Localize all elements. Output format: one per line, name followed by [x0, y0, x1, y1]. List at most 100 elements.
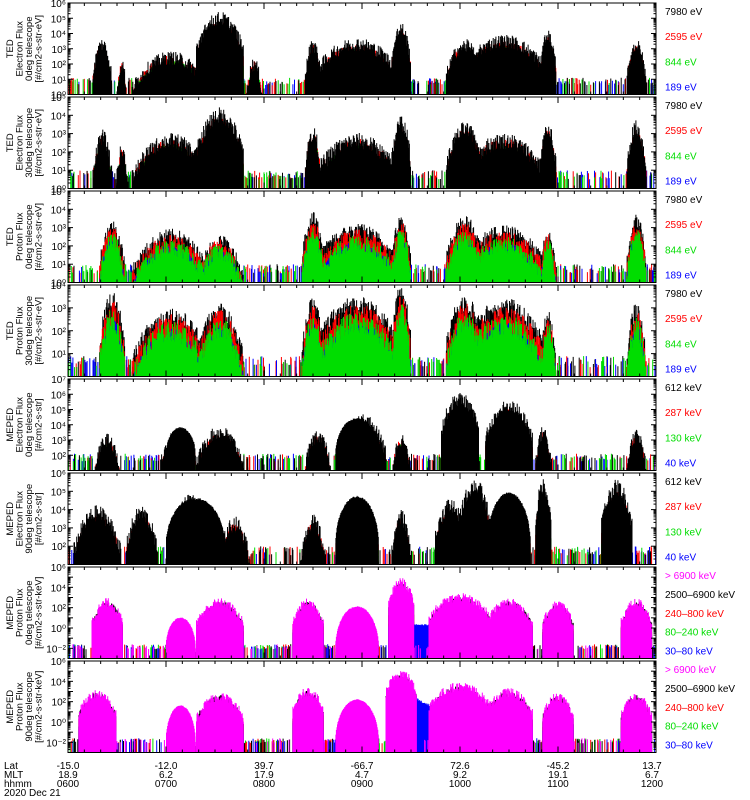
legend-entry: 30–80 keV — [665, 741, 713, 752]
y-axis-title-line: [#/cm2-s-str] — [34, 398, 45, 451]
legend-entry: 287 keV — [665, 408, 702, 419]
legend-entry: 240–800 keV — [665, 609, 724, 620]
footer-hhmm-value: 0700 — [155, 779, 178, 790]
y-axis-title-line: Proton Flux — [15, 212, 26, 261]
legend-entry: 844 eV — [665, 57, 697, 68]
legend-entry: > 6900 keV — [665, 571, 716, 582]
y-tick-label: 10⁴ — [51, 205, 66, 216]
y-tick-label: 10⁵ — [51, 187, 66, 198]
y-tick-label: 10⁷ — [51, 375, 66, 386]
footer-date-label: 2020 Dec 21 — [4, 788, 61, 799]
legend-entry: 612 keV — [665, 383, 702, 394]
y-tick-label: 10⁰ — [51, 624, 66, 635]
y-tick-label: 10⁶ — [51, 390, 66, 401]
legend-entry: 2595 eV — [665, 220, 703, 231]
footer-lat-value: -45.2 — [547, 761, 570, 772]
y-axis-title-line: [#/cm2-s-str-eV] — [34, 15, 45, 83]
y-tick-label: 10⁵ — [51, 406, 66, 417]
legend-entry: 240–800 keV — [665, 703, 724, 714]
y-tick-label: 10⁴ — [51, 111, 66, 122]
y-axis-title-line: [#/cm2-s-str-keV] — [34, 671, 45, 743]
footer-lat-value: -15.0 — [57, 761, 80, 772]
footer-hhmm-value: 1000 — [449, 779, 472, 790]
panel-series-group — [68, 212, 656, 283]
panel-series-group — [68, 288, 656, 377]
y-tick-label: 10¹ — [52, 75, 67, 86]
legend-entry: 80–240 keV — [665, 722, 719, 733]
legend-entry: 189 eV — [665, 177, 697, 188]
series-0-trace — [68, 393, 647, 471]
y-tick-label: 10² — [52, 698, 67, 709]
y-tick-label: 10⁶ — [51, 469, 66, 480]
y-tick-label: 10⁶ — [51, 657, 66, 668]
legend-entry: 2595 eV — [665, 314, 703, 325]
y-tick-label: 10⁻² — [46, 644, 66, 655]
y-axis-title-line: TED — [5, 227, 16, 246]
y-tick-label: 10⁵ — [51, 14, 66, 25]
y-tick-label: 10⁶ — [51, 0, 66, 10]
legend-entry: 844 eV — [665, 245, 697, 256]
footer-hhmm-value: 0600 — [57, 779, 80, 790]
footer-row-label-lat: Lat — [4, 761, 18, 772]
footer-mlt-value: 17.9 — [254, 770, 274, 781]
y-axis-title-line: MEPED — [5, 690, 16, 724]
y-axis-title-line: 0deg telescope — [24, 581, 35, 645]
y-tick-label: 10⁴ — [51, 677, 66, 688]
legend-entry: > 6900 keV — [665, 665, 716, 676]
footer-mlt-value: 18.9 — [58, 770, 78, 781]
y-tick-label: 10⁴ — [51, 281, 66, 292]
y-axis-title-line: TED — [5, 39, 16, 58]
panel-series-group — [70, 107, 655, 189]
legend-entry: 40 keV — [665, 553, 696, 564]
y-axis-title-line: Electron Flux — [15, 21, 26, 77]
panel-series-group — [68, 393, 655, 471]
panel-series-group — [68, 479, 656, 565]
footer-lat-value: -12.0 — [155, 761, 178, 772]
footer-mlt-value: 19.1 — [548, 770, 568, 781]
footer-mlt-value: 9.2 — [453, 770, 467, 781]
legend-entry: 287 keV — [665, 502, 702, 513]
series-0-trace — [69, 479, 652, 565]
y-axis-title-line: 30deg telescope — [24, 296, 35, 366]
y-axis-title-line: [#/cm2-s-str] — [34, 492, 45, 545]
legend-entry: 612 keV — [665, 477, 702, 488]
y-axis-title-line: 0deg telescope — [24, 205, 35, 269]
legend-entry: 7980 eV — [665, 101, 703, 112]
footer-lat-value: 13.7 — [642, 761, 662, 772]
y-axis-title-line: [#/cm2-s-str-eV] — [34, 297, 45, 365]
legend-entry: 130 keV — [665, 527, 702, 538]
y-tick-label: 10⁴ — [51, 30, 66, 41]
series-0-trace — [69, 12, 656, 95]
y-tick-label: 10² — [52, 327, 67, 338]
y-tick-label: 10³ — [52, 130, 67, 141]
y-tick-label: 10³ — [52, 304, 67, 315]
panel-series-group — [68, 12, 656, 95]
y-axis-title-line: Proton Flux — [15, 588, 26, 637]
y-axis-title-line: Electron Flux — [15, 115, 26, 171]
series-0-trace — [68, 578, 653, 659]
y-tick-label: 10⁶ — [51, 563, 66, 574]
y-axis-title-line: Proton Flux — [15, 306, 26, 355]
y-axis-title-line: [#/cm2-s-str-keV] — [34, 577, 45, 649]
y-axis-title-line: 90deg telescope — [24, 672, 35, 742]
footer-lat-value: 72.6 — [450, 761, 470, 772]
y-axis-title-line: TED — [5, 321, 16, 340]
y-axis-title-line: MEPED — [5, 596, 16, 630]
legend-entry: 7980 eV — [665, 7, 703, 18]
legend-entry: 189 eV — [665, 365, 697, 376]
footer-lat-value: -66.7 — [351, 761, 374, 772]
y-tick-label: 10⁴ — [51, 421, 66, 432]
legend-entry: 2595 eV — [665, 32, 703, 43]
legend-entry: 189 eV — [665, 83, 697, 94]
